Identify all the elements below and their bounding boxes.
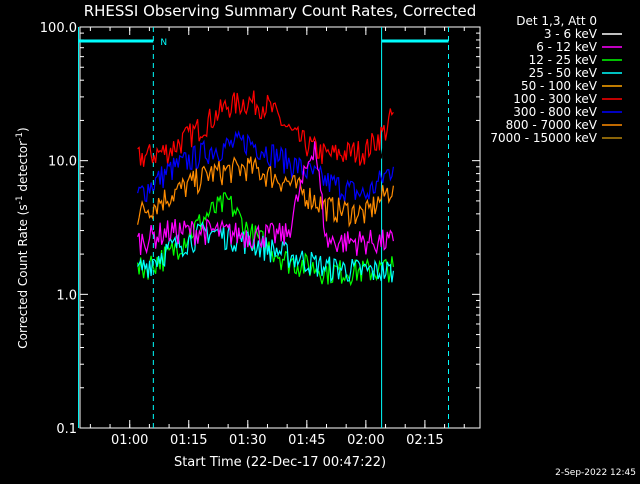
y-tick-label: 0.1: [56, 422, 77, 437]
legend-label: 6 - 12 keV: [536, 40, 598, 54]
legend-header: Det 1,3, Att 0: [516, 14, 597, 28]
x-axis-label: Start Time (22-Dec-17 00:47:22): [174, 455, 386, 470]
y-tick-label: 10.0: [48, 155, 77, 170]
x-tick-label: 02:00: [347, 433, 384, 448]
legend-label: 3 - 6 keV: [544, 27, 598, 41]
x-tick-label: 01:15: [170, 433, 207, 448]
plot-area: 0.1 1.0 10.0 100.0 01:00 01:15 01:30 01:45 02:00…: [40, 21, 481, 448]
series-line-800-7000-kev: [137, 156, 394, 228]
x-tick-label: 01:00: [111, 433, 148, 448]
y-tick-label: 100.0: [40, 21, 77, 36]
series-line-6-12-kev: [137, 141, 394, 256]
legend-label: 800 - 7000 keV: [506, 118, 598, 132]
legend-label: 300 - 800 keV: [513, 105, 597, 119]
legend-label: 50 - 100 keV: [521, 79, 598, 93]
night-marker: N: [160, 38, 167, 48]
series-line-25-50-kev: [137, 221, 394, 284]
y-axis-label: Corrected Count Rate (s-1 detector-1): [15, 127, 30, 348]
x-tick-label: 01:30: [229, 433, 266, 448]
legend-label: 100 - 300 keV: [513, 92, 597, 106]
x-tick-label: 01:45: [288, 433, 325, 448]
plot-frame: [79, 26, 481, 429]
footer-timestamp: 2-Sep-2022 12:45: [555, 468, 636, 478]
series-line-100-300-kev: [137, 90, 394, 167]
legend-label: 12 - 25 keV: [529, 53, 598, 67]
series-line-300-800-kev: [137, 130, 394, 203]
y-tick-label: 1.0: [56, 288, 77, 303]
chart-title: RHESSI Observing Summary Count Rates, Co…: [84, 2, 477, 20]
legend-label: 7000 - 15000 keV: [490, 131, 597, 145]
x-tick-label: 02:15: [406, 433, 443, 448]
legend-label: 25 - 50 keV: [529, 66, 598, 80]
